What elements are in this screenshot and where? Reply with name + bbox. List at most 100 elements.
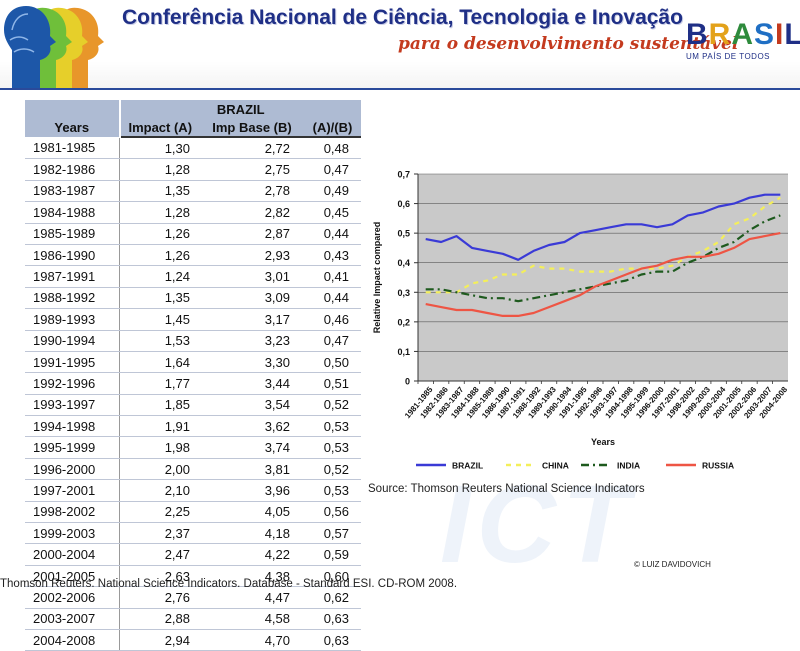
row-ratio: 0,51 [304, 372, 361, 395]
column-header-ratio: (A)/(B) [304, 118, 361, 138]
row-ratio: 0,60 [304, 565, 361, 588]
row-years: 1982-1986 [25, 158, 120, 181]
row-years: 1986-1990 [25, 244, 120, 267]
row-impact: 1,28 [119, 158, 200, 181]
row-ratio: 0,47 [304, 330, 361, 352]
row-years: 2003-2007 [25, 608, 120, 630]
row-impact-base: 3,62 [200, 415, 304, 438]
table-group-header-row: Years BRAZIL [25, 100, 361, 137]
brasil-government-logo: BRASIL UM PAÍS DE TODOS [686, 18, 800, 66]
chart-svg: 00,10,20,30,40,50,60,71981-19851982-1986… [372, 170, 789, 471]
row-ratio: 0,48 [304, 137, 361, 160]
row-years: 1981-1985 [25, 137, 120, 160]
row-years: 2001-2005 [25, 565, 120, 588]
row-years: 1996-2000 [25, 458, 120, 481]
row-years: 1998-2002 [25, 501, 120, 524]
row-impact-base: 4,22 [200, 543, 304, 566]
table-group-header: BRAZIL [119, 100, 361, 118]
row-impact-base: 3,23 [200, 330, 304, 352]
row-impact: 1,26 [119, 223, 200, 245]
relative-impact-chart: 0 0,1 0,2 0,3 0,4 0,5 0,6 0,7 1981-1985 1982-1986… [366, 160, 794, 500]
brazil-impact-table: Years BRAZIL Impact (A) Imp Base (B) (A)… [25, 100, 361, 651]
row-years: 1987-1991 [25, 265, 120, 288]
row-years: 2004-2008 [25, 629, 120, 651]
table-row: 1992-1996 1,77 3,44 0,51 [25, 372, 361, 395]
row-impact-base: 2,75 [200, 158, 304, 181]
column-header-impact: Impact (A) [119, 118, 200, 138]
y-tick-label: 0,3 [397, 288, 410, 298]
row-impact: 1,28 [119, 201, 200, 224]
row-impact-base: 3,30 [200, 351, 304, 374]
row-impact-base: 3,96 [200, 479, 304, 502]
table-row: 1990-1994 1,53 3,23 0,47 [25, 330, 361, 352]
row-impact: 1,35 [119, 287, 200, 310]
table-row: 1982-1986 1,28 2,75 0,47 [25, 158, 361, 181]
table-row: 1981-1985 1,30 2,72 0,48 [25, 137, 361, 160]
row-years: 1993-1997 [25, 394, 120, 417]
brand-letter-r: R [708, 18, 732, 51]
row-ratio: 0,53 [304, 479, 361, 502]
row-years: 1991-1995 [25, 351, 120, 374]
row-impact-base: 2,87 [200, 223, 304, 245]
y-tick-label: 0,7 [397, 170, 410, 180]
column-header-years: Years [25, 100, 121, 137]
row-ratio: 0,53 [304, 436, 361, 459]
row-ratio: 0,46 [304, 308, 361, 331]
row-years: 1984-1988 [25, 201, 120, 224]
row-ratio: 0,50 [304, 351, 361, 374]
row-years: 1988-1992 [25, 287, 120, 310]
brand-letter-i: I [775, 18, 785, 51]
source-note: Source: Thomson Reuters National Science… [368, 483, 645, 495]
y-tick-label: 0,1 [397, 347, 410, 357]
row-ratio: 0,49 [304, 180, 361, 203]
row-ratio: 0,52 [304, 458, 361, 481]
y-axis-label: Relative Impact compared [372, 222, 382, 334]
legend-label-china: CHINA [542, 461, 569, 471]
legend-label-india: INDIA [617, 461, 640, 471]
table-row: 1993-1997 1,85 3,54 0,52 [25, 394, 361, 417]
table-column-header-row: Impact (A) Imp Base (B) (A)/(B) [25, 118, 361, 138]
chart-legend: BRAZIL CHINA INDIA RUSSIA [416, 461, 734, 471]
table-row: 1997-2001 2,10 3,96 0,53 [25, 479, 361, 502]
row-impact-base: 4,38 [200, 565, 304, 588]
row-years: 1997-2001 [25, 479, 120, 502]
row-impact: 2,37 [119, 522, 200, 545]
row-impact: 2,25 [119, 501, 200, 524]
row-impact-base: 3,17 [200, 308, 304, 331]
row-impact: 1,53 [119, 330, 200, 352]
brand-letter-l: L [784, 18, 800, 51]
y-tick-label: 0 [405, 377, 410, 387]
row-impact: 2,10 [119, 479, 200, 502]
copyright-notice: © LUIZ DAVIDOVICH [634, 560, 711, 569]
row-impact-base: 4,05 [200, 501, 304, 524]
row-ratio: 0,45 [304, 201, 361, 224]
row-years: 1983-1987 [25, 180, 120, 203]
row-impact: 1,24 [119, 265, 200, 288]
row-impact: 1,91 [119, 415, 200, 438]
row-years: 1990-1994 [25, 330, 120, 352]
row-impact: 1,85 [119, 394, 200, 417]
table-row: 2003-2007 2,88 4,58 0,63 [25, 608, 361, 630]
header-banner: Conferência Nacional de Ciência, Tecnolo… [0, 0, 800, 90]
row-impact: 1,30 [119, 137, 200, 160]
series-lines [425, 193, 781, 317]
y-tick-label: 0,5 [397, 229, 410, 239]
row-impact: 1,77 [119, 372, 200, 395]
row-ratio: 0,63 [304, 629, 361, 651]
table-row: 2000-2004 2,47 4,22 0,59 [25, 543, 361, 566]
row-impact-base: 4,18 [200, 522, 304, 545]
legend-label-brazil: BRAZIL [452, 461, 483, 471]
row-ratio: 0,44 [304, 223, 361, 245]
row-ratio: 0,59 [304, 543, 361, 566]
row-years: 1999-2003 [25, 522, 120, 545]
row-impact-base: 2,82 [200, 201, 304, 224]
row-impact-base: 2,93 [200, 244, 304, 267]
row-impact-base: 4,58 [200, 608, 304, 630]
table-row: 1994-1998 1,91 3,62 0,53 [25, 415, 361, 438]
table-row: 1986-1990 1,26 2,93 0,43 [25, 244, 361, 267]
row-impact-base: 3,54 [200, 394, 304, 417]
brasil-wordmark: BRASIL [686, 18, 800, 51]
y-tick-label: 0,4 [397, 258, 410, 268]
row-impact: 2,88 [119, 608, 200, 630]
row-years: 1994-1998 [25, 415, 120, 438]
